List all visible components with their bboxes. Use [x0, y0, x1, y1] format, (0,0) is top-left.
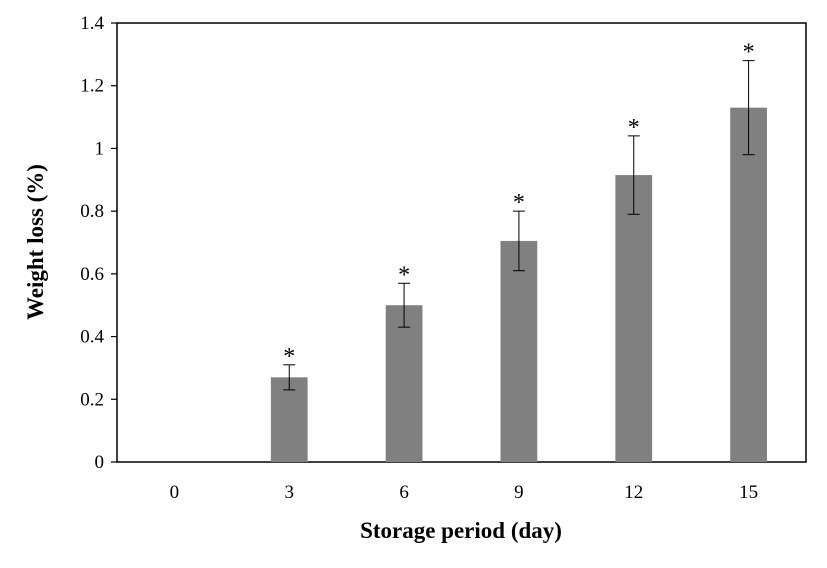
bar-group: * [730, 40, 767, 463]
bar [270, 377, 308, 462]
x-tick-label: 0 [170, 482, 180, 503]
bar-series: * * * * * [270, 40, 767, 463]
x-axis: 0 3 6 9 12 15 [170, 482, 758, 503]
bar [615, 175, 653, 462]
bar [730, 107, 767, 463]
y-tick-label: 1.2 [80, 76, 104, 97]
y-tick-label: 0.2 [80, 389, 104, 410]
y-tick-label: 1 [95, 138, 105, 159]
x-tick-label: 9 [514, 482, 524, 503]
bar-group: * [615, 115, 653, 462]
bar-group: * [385, 262, 423, 462]
plot-area [116, 22, 807, 463]
x-tick-label: 12 [624, 482, 643, 503]
y-axis-title: Weight loss (%) [23, 164, 48, 320]
bar-group: * [500, 190, 538, 462]
y-axis: 0 0.2 0.4 0.6 0.8 1 1.2 1.4 [80, 13, 117, 473]
bar [500, 240, 538, 462]
x-tick-label: 6 [399, 482, 409, 503]
significance-mark: * [513, 190, 525, 216]
bar-group: * [270, 344, 308, 462]
x-tick-label: 15 [739, 482, 758, 503]
y-tick-label: 0.6 [80, 264, 104, 285]
x-tick-label: 3 [285, 482, 295, 503]
significance-mark: * [398, 262, 410, 288]
y-tick-label: 1.4 [80, 13, 104, 34]
y-tick-label: 0.8 [80, 201, 104, 222]
significance-mark: * [628, 115, 640, 141]
x-axis-title: Storage period (day) [360, 518, 562, 543]
y-tick-label: 0 [95, 452, 105, 473]
bar [385, 305, 423, 462]
y-tick-label: 0.4 [80, 327, 104, 348]
significance-mark: * [743, 40, 755, 66]
significance-mark: * [283, 344, 295, 370]
